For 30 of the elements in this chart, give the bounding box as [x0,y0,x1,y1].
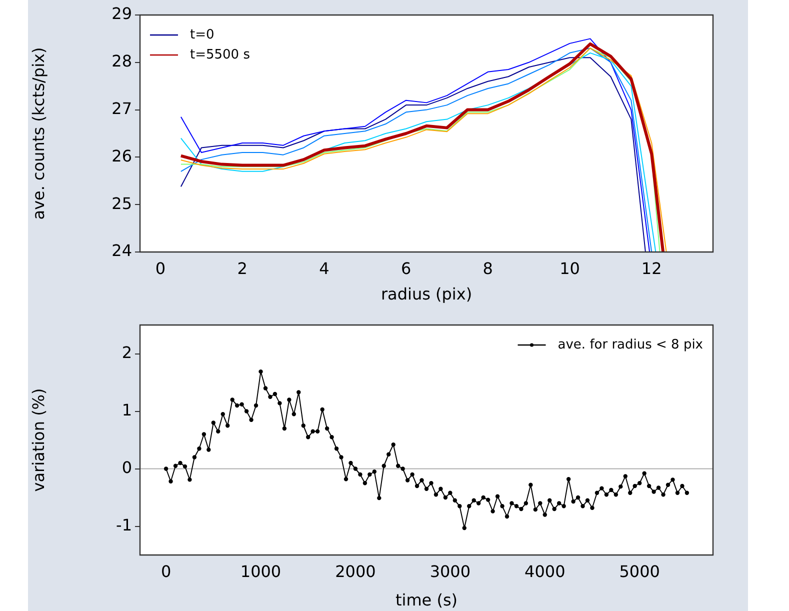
y-tick-label: 29 [112,4,132,24]
x-tick-label: 1000 [240,562,282,581]
y-axis-title: variation (%) [28,388,48,492]
legend-label: ave. for radius < 8 pix [558,337,704,352]
legend-label: t=5500 s [190,47,250,62]
y-tick-label: -1 [116,515,132,534]
x-tick-label: 5000 [619,562,660,581]
x-axis-title: radius (pix) [380,284,472,304]
x-tick-label: 0 [155,258,166,278]
x-tick-label: 3000 [430,562,471,581]
y-tick-label: 2 [122,342,132,362]
x-tick-label: 12 [641,258,662,278]
x-tick-label: 4 [319,258,330,278]
x-axis-title: time (s) [395,590,458,610]
legend-label: t=0 [190,27,214,42]
y-tick-label: 27 [112,98,132,118]
y-tick-label: 28 [112,52,132,71]
x-tick-label: 8 [482,258,493,278]
y-axis-title: ave. counts (kcts/pix) [28,47,48,220]
y-tick-label: 26 [112,146,132,166]
x-tick-label: 2000 [335,562,376,581]
y-tick-label: 0 [122,458,132,477]
y-tick-label: 1 [122,400,132,420]
x-tick-label: 4000 [524,562,566,581]
x-tick-label: 10 [560,258,580,278]
x-tick-label: 2 [237,258,248,278]
y-tick-label: 24 [112,241,132,260]
x-tick-label: 0 [160,562,172,581]
y-tick-label: 25 [112,194,132,213]
x-tick-label: 6 [400,258,412,278]
